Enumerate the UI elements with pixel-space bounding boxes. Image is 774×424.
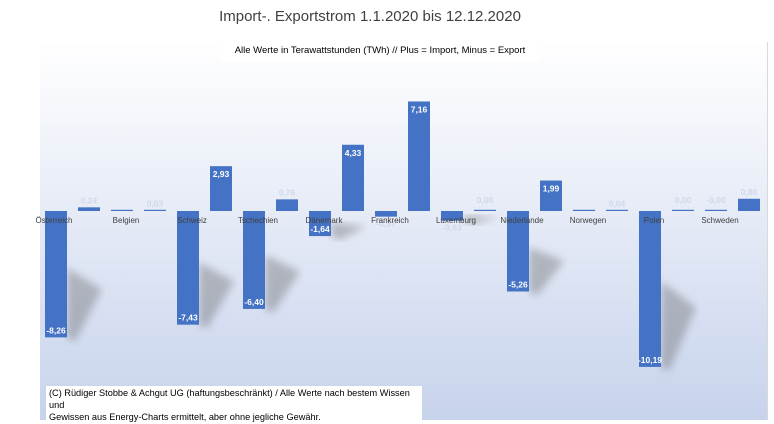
bar: [309, 211, 331, 237]
value-label: -5,26: [508, 279, 528, 289]
category-label: Österreich: [36, 216, 73, 225]
bar: [441, 211, 463, 221]
bar-shadow: [331, 222, 366, 241]
bar: [342, 144, 364, 211]
bar: [672, 209, 694, 211]
bar-shadow: [199, 262, 234, 329]
bar: [276, 199, 298, 211]
value-label: 0,00: [675, 195, 692, 205]
value-label: 0,03: [147, 199, 164, 209]
bar-shadows: [67, 215, 696, 371]
category-label: Frankreich: [371, 216, 409, 225]
value-label: -1,64: [310, 224, 330, 234]
value-label: 0,04: [609, 198, 626, 208]
value-label: 4,33: [345, 148, 362, 158]
bar: [573, 209, 595, 211]
bar: [144, 209, 166, 211]
bar-shadow: [265, 255, 300, 313]
bar: [78, 207, 100, 211]
value-label: 2,93: [213, 169, 230, 179]
value-label: 1,99: [543, 184, 560, 194]
bar: [738, 198, 760, 211]
value-label: 0,24: [81, 195, 98, 205]
value-label: -10,19: [638, 355, 662, 365]
bar: [111, 209, 133, 211]
bar: [705, 209, 727, 211]
category-label: Niederlande: [500, 216, 544, 225]
category-label: Tschechien: [238, 216, 278, 225]
bar-shadow: [463, 215, 498, 225]
category-label: Luxemburg: [436, 216, 476, 225]
bar: [606, 209, 628, 211]
bar: [507, 211, 529, 292]
bars: [45, 101, 760, 367]
bar: [210, 166, 232, 211]
value-labels: -8,26 0,24 0,03 -7,43 2,93 -6,40 0,76 -1,64 4,33…: [46, 104, 757, 364]
chart-title: Import-. Exportstrom 1.1.2020 bis 12.12.…: [219, 8, 521, 25]
value-label: -0,37: [376, 219, 396, 229]
bar: [474, 209, 496, 211]
value-label: -0,00: [706, 195, 726, 205]
value-label: 0,00: [477, 195, 494, 205]
credits-line-1: (C) Rüdiger Stobbe & Achgut UG (haftungs…: [49, 388, 410, 410]
category-labels: Österreich Belgien Schweiz Tschechien Dänema…: [36, 216, 739, 225]
bar-shadow: [661, 281, 696, 371]
value-label: -6,40: [244, 297, 264, 307]
category-label: Belgien: [113, 216, 140, 225]
category-label: Schweiz: [177, 216, 207, 225]
bar: [408, 101, 430, 211]
value-label: 0,80: [741, 187, 758, 197]
credits-line-2: Gewissen aus Energy-Charts ermittelt, ab…: [49, 412, 321, 422]
value-label: -7,43: [178, 313, 198, 323]
category-label: Norwegen: [570, 216, 606, 225]
bar-shadow: [67, 267, 102, 342]
bar-shadow: [529, 247, 564, 296]
bar: [375, 211, 397, 217]
bar: [177, 211, 199, 325]
value-label: -8,26: [46, 325, 66, 335]
bar: [243, 211, 265, 309]
bar: [45, 211, 67, 338]
bar: [540, 180, 562, 211]
credits-note: (C) Rüdiger Stobbe & Achgut UG (haftungs…: [46, 386, 422, 424]
category-label: Schweden: [701, 216, 738, 225]
bar: [639, 211, 661, 367]
chart-subtitle: Alle Werte in Terawattstunden (TWh) // P…: [221, 40, 539, 62]
category-label: Polen: [644, 216, 664, 225]
value-label: 0,76: [279, 187, 296, 197]
value-label: 7,16: [411, 104, 428, 114]
value-label: -0,63: [442, 223, 462, 233]
category-label: Dänemark: [306, 216, 344, 225]
